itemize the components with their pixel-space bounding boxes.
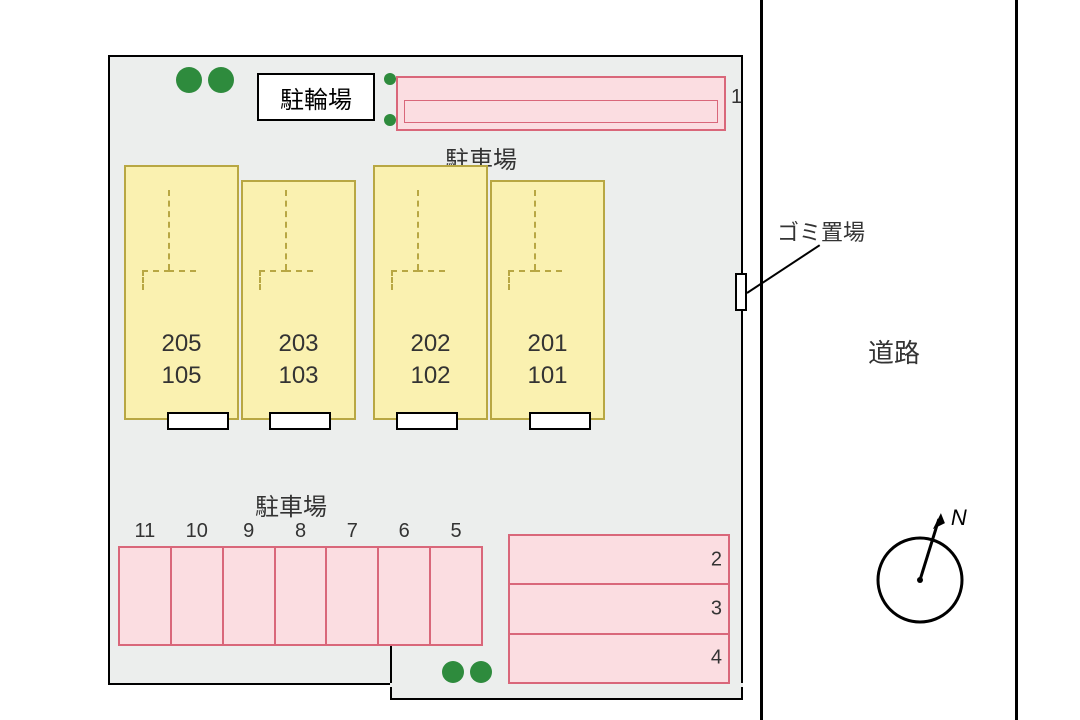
unit-number-upper: 201 bbox=[490, 330, 605, 358]
stair-dash bbox=[417, 270, 445, 272]
entrance-porch bbox=[269, 412, 331, 430]
parking-slot: 10 bbox=[172, 548, 224, 644]
garbage-area-marker bbox=[735, 273, 747, 311]
stair-dash bbox=[168, 270, 196, 272]
road-label: 道路 bbox=[868, 333, 920, 370]
stair-dash bbox=[285, 270, 313, 272]
site-plan: 道路 駐輪場 1 駐車場 205105203103202102201101 ゴミ… bbox=[0, 0, 1080, 720]
stair-dash bbox=[259, 270, 287, 290]
parking-slot: 5 bbox=[431, 548, 481, 644]
parking-slot: 2 bbox=[510, 536, 728, 585]
stair-dash bbox=[285, 190, 287, 270]
unit-number-upper: 205 bbox=[124, 330, 239, 358]
garbage-leader-line bbox=[746, 244, 820, 294]
entrance-porch bbox=[529, 412, 591, 430]
compass-svg: N bbox=[870, 508, 994, 652]
unit-number-upper: 202 bbox=[373, 330, 488, 358]
bicycle-area-label: 駐輪場 bbox=[280, 80, 352, 115]
parking-slot-number: 2 bbox=[711, 548, 722, 571]
parking-slot: 11 bbox=[120, 548, 172, 644]
unit-number-lower: 101 bbox=[490, 362, 605, 390]
parking-slot-number: 10 bbox=[172, 520, 222, 543]
svg-text:N: N bbox=[951, 508, 967, 530]
parking-slot-number: 11 bbox=[120, 520, 170, 543]
unit-number-lower: 102 bbox=[373, 362, 488, 390]
parking-slot: 8 bbox=[276, 548, 328, 644]
bicycle-parking-area: 駐輪場 bbox=[257, 73, 375, 121]
compass-icon: N bbox=[870, 508, 994, 657]
stair-dash bbox=[534, 190, 536, 270]
parking-strip-side: 2 3 4 bbox=[508, 534, 730, 684]
road-line-right bbox=[1015, 0, 1018, 720]
parking-slot-number: 8 bbox=[276, 520, 326, 543]
parking-slot: 6 bbox=[379, 548, 431, 644]
parking-slot-number: 9 bbox=[224, 520, 274, 543]
parking-slot: 7 bbox=[327, 548, 379, 644]
road-line-left bbox=[760, 0, 763, 720]
parking-slot-number: 5 bbox=[431, 520, 481, 543]
parking-label-bottom: 駐車場 bbox=[255, 487, 327, 522]
stair-dash bbox=[534, 270, 562, 272]
entrance-porch bbox=[167, 412, 229, 430]
tree-icon bbox=[208, 67, 234, 93]
parking-spot-1-inner bbox=[404, 100, 718, 123]
entrance-porch bbox=[396, 412, 458, 430]
tree-icon bbox=[470, 661, 492, 683]
unit-number-upper: 203 bbox=[241, 330, 356, 358]
parking-spot-1-number: 1 bbox=[731, 86, 742, 109]
stair-dash bbox=[508, 270, 536, 290]
stair-dash bbox=[417, 190, 419, 270]
parking-slot-number: 3 bbox=[711, 597, 722, 620]
tree-icon bbox=[442, 661, 464, 683]
pillar-icon bbox=[384, 73, 396, 85]
parking-slot: 4 bbox=[510, 635, 728, 682]
stair-dash bbox=[168, 190, 170, 270]
unit-number-lower: 103 bbox=[241, 362, 356, 390]
stair-dash bbox=[391, 270, 419, 290]
parking-strip-bottom: 111098765 bbox=[118, 546, 483, 646]
tree-icon bbox=[176, 67, 202, 93]
garbage-label: ゴミ置場 bbox=[777, 215, 865, 247]
parking-slot-number: 7 bbox=[327, 520, 377, 543]
parking-slot-number: 4 bbox=[711, 647, 722, 670]
parking-slot-number: 6 bbox=[379, 520, 429, 543]
parking-slot: 9 bbox=[224, 548, 276, 644]
stair-dash bbox=[142, 270, 170, 290]
unit-number-lower: 105 bbox=[124, 362, 239, 390]
pillar-icon bbox=[384, 114, 396, 126]
parking-slot: 3 bbox=[510, 585, 728, 634]
